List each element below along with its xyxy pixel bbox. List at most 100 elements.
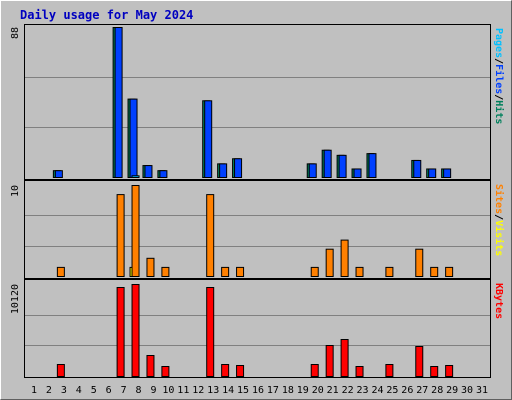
bar: [445, 266, 454, 277]
bar: [146, 355, 155, 377]
bar: [219, 163, 228, 178]
bar: [443, 168, 452, 179]
legend: Sites/Visits: [493, 184, 505, 256]
bar: [221, 364, 230, 377]
x-tick-label: 29: [446, 385, 458, 396]
bar: [355, 266, 364, 277]
x-tick-label: 12: [192, 385, 204, 396]
bar: [385, 266, 394, 277]
legend-separator: /: [493, 94, 504, 100]
x-tick-label: 13: [207, 385, 219, 396]
x-tick-label: 4: [76, 385, 82, 396]
bar: [204, 100, 213, 178]
bar: [355, 366, 364, 377]
bar: [159, 170, 168, 179]
bar: [428, 168, 437, 179]
bar: [221, 266, 230, 277]
x-tick-label: 26: [401, 385, 413, 396]
bar: [116, 287, 125, 377]
panel-frame: [24, 180, 491, 279]
bar: [368, 153, 377, 179]
legend-separator: /: [493, 214, 504, 220]
bar: [131, 175, 140, 179]
bar: [129, 98, 138, 178]
legend-entry: Sites: [493, 184, 505, 214]
x-tick-label: 6: [106, 385, 112, 396]
legend: KBytes: [493, 283, 504, 319]
bar: [340, 239, 349, 278]
y-max-label: 10120: [10, 284, 21, 314]
legend-separator: /: [493, 58, 504, 64]
bar: [161, 266, 170, 277]
x-tick-label: 25: [386, 385, 398, 396]
x-tick-label: 30: [461, 385, 473, 396]
x-tick-label: 15: [237, 385, 249, 396]
x-tick-label: 5: [91, 385, 97, 396]
bar: [206, 287, 215, 377]
bar: [325, 345, 334, 377]
bar: [161, 366, 170, 377]
legend-entry: Pages: [493, 28, 504, 58]
bar: [430, 266, 439, 277]
x-tick-label: 11: [177, 385, 189, 396]
x-tick-label: 16: [252, 385, 264, 396]
bar: [236, 266, 245, 277]
bar: [353, 168, 362, 179]
y-max-label: 10: [10, 185, 21, 197]
bar: [206, 194, 215, 278]
bar: [325, 248, 334, 277]
x-tick-label: 10: [162, 385, 174, 396]
x-tick-label: 24: [371, 385, 383, 396]
bar: [310, 364, 319, 377]
bar: [413, 159, 422, 178]
bar: [415, 248, 424, 277]
bar: [146, 257, 155, 277]
x-tick-label: 14: [222, 385, 234, 396]
x-tick-label: 3: [61, 385, 67, 396]
legend-entry: Files: [493, 64, 505, 94]
x-tick-label: 9: [150, 385, 156, 396]
x-tick-label: 27: [416, 385, 428, 396]
bar: [310, 266, 319, 277]
bar: [234, 158, 243, 178]
bar: [430, 366, 439, 377]
x-tick-label: 18: [282, 385, 294, 396]
bar: [415, 346, 424, 377]
y-max-label: 88: [10, 27, 21, 39]
x-tick-label: 20: [312, 385, 324, 396]
bar: [131, 185, 140, 277]
x-tick-label: 21: [327, 385, 339, 396]
x-tick-label: 2: [46, 385, 52, 396]
bar: [236, 365, 245, 377]
legend-entry: Visits: [493, 220, 505, 256]
chart-title: Daily usage for May 2024: [20, 8, 193, 22]
x-tick-label: 8: [136, 385, 142, 396]
x-tick-label: 23: [357, 385, 369, 396]
x-tick-label: 17: [267, 385, 279, 396]
bar: [385, 364, 394, 377]
bar: [131, 284, 140, 377]
x-tick-label: 19: [297, 385, 309, 396]
bar: [308, 163, 317, 178]
x-tick-label: 1: [31, 385, 37, 396]
bar: [445, 365, 454, 377]
x-tick-label: 31: [476, 385, 488, 396]
legend-entry: KBytes: [493, 283, 504, 319]
bar: [338, 154, 347, 179]
legend: Pages/Files/Hits: [493, 28, 505, 124]
bar: [56, 364, 65, 377]
x-tick-label: 22: [342, 385, 354, 396]
bar: [56, 266, 65, 277]
bar: [144, 165, 153, 178]
x-tick-label: 28: [431, 385, 443, 396]
panel-frame: [24, 279, 491, 378]
bar: [54, 170, 63, 179]
bar: [116, 194, 125, 278]
x-tick-label: 7: [121, 385, 127, 396]
legend-entry: Hits: [493, 100, 505, 124]
bar: [323, 149, 332, 179]
bar: [114, 27, 123, 178]
